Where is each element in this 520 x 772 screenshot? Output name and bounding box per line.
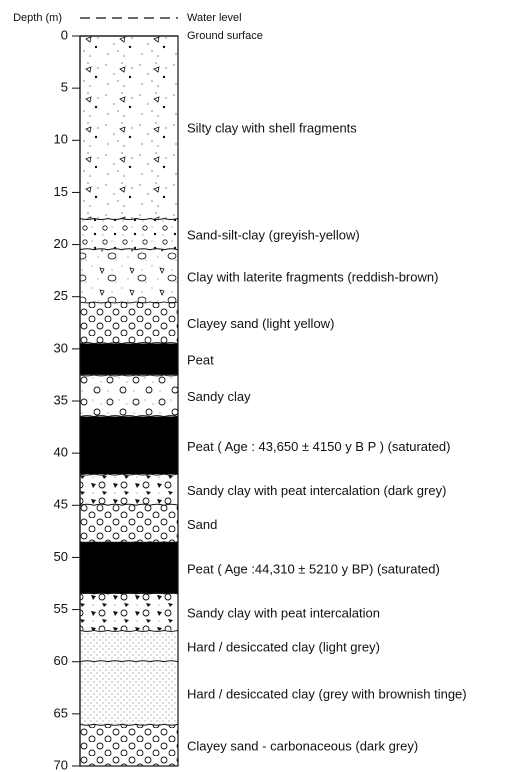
tick-label: 60 <box>54 653 68 668</box>
tick-label: 40 <box>54 445 68 460</box>
layer <box>80 474 178 505</box>
layer-label: Sandy clay <box>187 389 251 404</box>
tick-label: 45 <box>54 497 68 512</box>
layer <box>80 724 178 766</box>
tick-label: 5 <box>61 80 68 95</box>
tick-label: 65 <box>54 705 68 720</box>
layer <box>80 630 178 661</box>
layer-label: Peat ( Age :44,310 ± 5210 y BP) (saturat… <box>187 561 440 576</box>
layer-label: Sandy clay with peat intercalation <box>187 606 380 621</box>
tick-label: 25 <box>54 288 68 303</box>
layer <box>80 250 178 302</box>
layer-label: Peat ( Age : 43,650 ± 4150 y B P ) (satu… <box>187 439 450 454</box>
tick-label: 55 <box>54 601 68 616</box>
layer <box>80 505 178 542</box>
layer <box>80 36 178 219</box>
layer <box>80 219 178 250</box>
layer <box>80 594 178 631</box>
tick-label: 70 <box>54 757 68 772</box>
stratigraphic-column: Depth (m) Water level Ground surface Sil… <box>0 0 520 772</box>
tick-label: 20 <box>54 236 68 251</box>
tick-label: 35 <box>54 392 68 407</box>
layer <box>80 417 178 474</box>
tick-label: 15 <box>54 184 68 199</box>
layer-label: Peat <box>187 353 214 368</box>
layer <box>80 662 178 725</box>
layer-label: Sand-silt-clay (greyish-yellow) <box>187 228 360 243</box>
layer-label: Hard / desiccated clay (grey with browni… <box>187 686 467 701</box>
layer <box>80 302 178 344</box>
tick-label: 0 <box>61 27 68 42</box>
layer-label: Clayey sand (light yellow) <box>187 316 334 331</box>
layer <box>80 344 178 375</box>
layer-label: Hard / desiccated clay (light grey) <box>187 640 380 655</box>
layer <box>80 375 178 417</box>
tick-label: 50 <box>54 549 68 564</box>
tick-label: 30 <box>54 340 68 355</box>
layer <box>80 542 178 594</box>
water-level-label: Water level <box>187 12 242 24</box>
layer-label: Clay with laterite fragments (reddish-br… <box>187 269 438 284</box>
tick-label: 10 <box>54 132 68 147</box>
layer-label: Sandy clay with peat intercalation (dark… <box>187 483 446 498</box>
ground-surface-label: Ground surface <box>187 30 263 42</box>
depth-axis-label: Depth (m) <box>13 12 62 24</box>
layer-label: Sand <box>187 517 217 532</box>
layer-label: Clayey sand - carbonaceous (dark grey) <box>187 739 418 754</box>
layer-label: Silty clay with shell fragments <box>187 121 357 136</box>
